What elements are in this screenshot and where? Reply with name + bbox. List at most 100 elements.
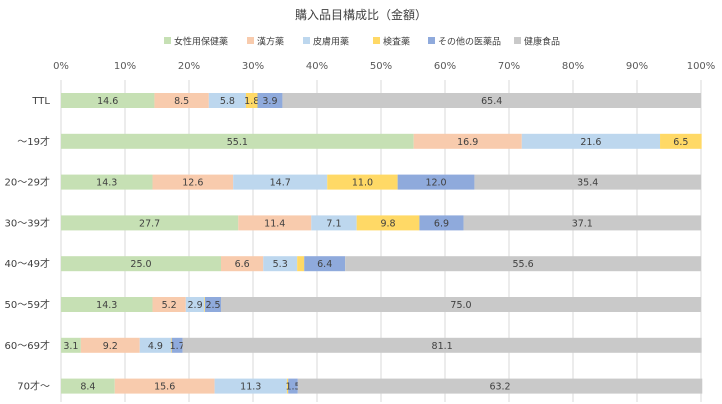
bar-0-3	[245, 93, 258, 108]
bar-1-3	[660, 133, 702, 149]
x-tick-label-7: 70%	[498, 61, 520, 72]
bar-4-5	[345, 256, 701, 272]
x-tick-label-2: 20%	[178, 61, 200, 72]
data-label-7-0: 8.4	[80, 382, 95, 393]
bar-3-3	[356, 215, 420, 231]
data-label-4-2: 5.3	[273, 259, 288, 270]
legend-swatch-0	[164, 37, 171, 44]
data-label-2-2: 14.7	[270, 178, 291, 189]
x-tick-label-6: 60%	[434, 61, 456, 72]
legend-label-0: 女性用保健薬	[174, 36, 228, 48]
data-label-0-3: 1.8	[244, 96, 259, 107]
data-label-1-1: 16.9	[457, 137, 478, 148]
x-tick-label-4: 40%	[306, 61, 328, 72]
category-label-2: 20～29才	[5, 176, 50, 189]
data-label-1-2: 21.6	[580, 137, 601, 148]
data-label-6-0: 3.1	[63, 341, 78, 352]
data-label-1-3: 6.5	[673, 137, 688, 148]
category-label-4: 40～49才	[5, 257, 50, 270]
category-labels: TTL ～19才 20～29才 30～39才 40～49才 50～59才 60～69才 70才…	[5, 96, 51, 393]
bar-2-2	[233, 174, 328, 190]
data-label-3-1: 11.4	[264, 218, 285, 229]
data-label-7-1: 15.6	[154, 382, 175, 393]
legend: 女性用保健薬 漢方薬 皮膚用薬 検査薬 その他の医薬品 健康食品	[164, 36, 560, 48]
bar-0-0	[61, 93, 155, 108]
bar-2-5	[474, 174, 701, 190]
legend-label-4: その他の医薬品	[438, 36, 501, 48]
data-label-5-4: 2.5	[205, 300, 220, 311]
bar-2-1	[152, 174, 234, 190]
x-tick-label-9: 90%	[626, 61, 648, 72]
bar-4-4	[304, 256, 346, 272]
legend-swatch-5	[514, 37, 521, 44]
data-label-5-0: 14.3	[96, 300, 117, 311]
data-label-3-0: 27.7	[139, 218, 160, 229]
bar-4-2	[263, 256, 298, 272]
x-tick-label-5: 50%	[370, 61, 392, 72]
bar-4-1	[221, 256, 264, 272]
data-label-2-0: 14.3	[96, 178, 117, 189]
x-tick-label-10: 100%	[687, 61, 716, 72]
bar-4-3	[297, 256, 305, 272]
bars: 14.6 8.5 5.8 1.8 3.9 65.4 55.1 16.9 21.6 6.5 14.3 1…	[61, 93, 703, 394]
data-label-0-2: 5.8	[220, 96, 235, 107]
data-label-6-2: 4.9	[148, 341, 163, 352]
data-label-7-4: 1.5	[285, 382, 300, 393]
bar-3-5	[463, 215, 701, 231]
data-label-2-4: 12.0	[425, 178, 446, 189]
bar-5-5	[221, 297, 701, 312]
data-label-2-1: 12.6	[182, 178, 203, 189]
data-label-7-2: 11.3	[240, 382, 261, 393]
data-label-3-5: 37.1	[572, 218, 593, 229]
bar-3-4	[419, 215, 464, 231]
bar-7-1	[114, 378, 215, 394]
bar-7-0	[61, 378, 115, 394]
legend-swatch-1	[247, 37, 254, 44]
data-label-2-5: 35.4	[577, 178, 598, 189]
bar-0-2	[208, 93, 246, 108]
legend-label-1: 漢方薬	[257, 36, 284, 48]
category-label-3: 30～39才	[5, 216, 50, 229]
bar-5-1	[152, 297, 186, 312]
data-label-3-3: 9.8	[380, 218, 395, 229]
bar-6-2	[139, 337, 172, 353]
data-label-0-1: 8.5	[174, 96, 189, 107]
bar-5-0	[61, 297, 153, 312]
category-label-7: 70才～	[17, 380, 50, 393]
category-label-1: ～19才	[17, 135, 50, 148]
bar-0-5	[282, 93, 701, 108]
data-label-0-5: 65.4	[481, 96, 502, 107]
bar-7-2	[214, 378, 287, 394]
bar-3-0	[61, 215, 239, 231]
bar-4-0	[61, 256, 221, 272]
category-label-5: 50～59才	[5, 298, 50, 311]
data-label-5-1: 5.2	[162, 300, 177, 311]
data-label-4-5: 55.6	[513, 259, 534, 270]
bar-5-2	[185, 297, 205, 312]
bar-0-1	[154, 93, 209, 108]
legend-swatch-2	[303, 37, 310, 44]
data-label-1-0: 55.1	[227, 137, 248, 148]
bar-6-0	[61, 337, 81, 353]
data-label-5-5: 75.0	[450, 300, 471, 311]
data-label-7-5: 63.2	[489, 382, 510, 393]
bar-0-4	[257, 93, 283, 108]
bar-1-2	[521, 133, 661, 149]
bar-3-1	[238, 215, 312, 231]
bar-2-0	[61, 174, 153, 190]
chart-title: 購入品目構成比（金額）	[295, 7, 427, 22]
data-label-4-1: 6.6	[235, 259, 250, 270]
data-label-4-0: 25.0	[130, 259, 151, 270]
legend-swatch-4	[428, 37, 435, 44]
bar-2-3	[327, 174, 398, 190]
x-tick-label-8: 80%	[562, 61, 584, 72]
bar-6-5	[182, 337, 702, 353]
data-label-4-4: 6.4	[317, 259, 332, 270]
data-label-2-3: 11.0	[352, 178, 373, 189]
bar-3-2	[311, 215, 357, 231]
legend-label-3: 検査薬	[383, 36, 410, 48]
bar-1-0	[61, 133, 414, 149]
legend-label-2: 皮膚用薬	[313, 36, 349, 48]
data-label-3-2: 7.1	[326, 218, 341, 229]
